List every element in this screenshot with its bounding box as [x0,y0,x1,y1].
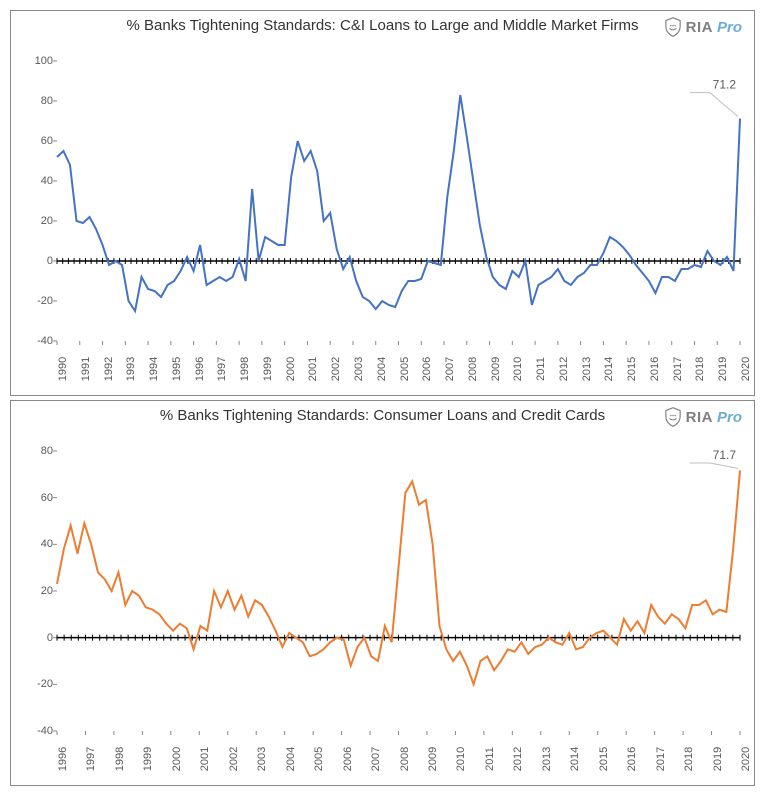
x-tick-label: 2008 [467,357,479,381]
logo-pro-text: Pro [717,409,742,426]
x-tick-label: 2004 [285,747,297,771]
x-tick-label: 2010 [455,747,467,771]
x-tick-label: 2008 [399,747,411,771]
y-tick-label: 60 [41,492,53,504]
logo-ria-text: RIA [686,409,713,426]
logo-ria-text: RIA [686,19,713,36]
x-tick-label: 2012 [512,747,524,771]
x-tick-label: 2002 [228,747,240,771]
x-tick-label: 2018 [683,747,695,771]
y-tick-label: 80 [41,95,53,107]
x-tick-label: 2017 [655,747,667,771]
shield-icon [664,407,682,427]
x-tick-label: 2012 [558,357,570,381]
x-tick-label: 2001 [199,747,211,771]
data-line [57,95,740,311]
y-tick-label: 20 [41,215,53,227]
x-tick-label: 2009 [427,747,439,771]
ria-pro-logo: RIA Pro [664,17,742,37]
annotation-label: 71.7 [713,448,737,462]
x-tick-label: 2005 [313,747,325,771]
y-tick-label: -40 [37,725,53,737]
chart-svg: 71.2 [57,61,740,347]
x-tick-label: 2013 [541,747,553,771]
x-tick-label: 2016 [626,747,638,771]
x-tick-label: 2000 [285,357,297,381]
annotation-label: 71.2 [713,78,737,92]
x-tick-label: 2010 [512,357,524,381]
y-tick-label: 20 [41,585,53,597]
x-tick-label: 2000 [171,747,183,771]
x-tick-label: 2011 [535,357,547,381]
plot-area: -40-20020406080100 71.2 1990199119921993… [57,61,738,341]
y-tick-label: 40 [41,175,53,187]
y-tick-label: -20 [37,295,53,307]
x-tick-label: 2015 [626,357,638,381]
x-tick-label: 2017 [672,357,684,381]
x-tick-label: 2016 [649,357,661,381]
x-tick-label: 2011 [484,747,496,771]
y-tick-label: -40 [37,335,53,347]
chart-panel-2: % Banks Tightening Standards: Consumer L… [10,400,755,786]
x-tick-label: 2006 [342,747,354,771]
x-tick-label: 1993 [125,357,137,381]
x-tick-label: 2020 [740,747,752,771]
shield-icon [664,17,682,37]
chart-title: % Banks Tightening Standards: C&I Loans … [123,17,643,35]
x-tick-label: 1995 [171,357,183,381]
x-tick-label: 1997 [216,357,228,381]
y-tick-label: 0 [47,255,53,267]
y-tick-label: 60 [41,135,53,147]
chart-header: % Banks Tightening Standards: C&I Loans … [11,11,754,57]
data-line [57,470,740,684]
x-tick-label: 1994 [148,357,160,381]
y-axis: -40-20020406080 [21,451,53,731]
x-tick-label: 2003 [353,357,365,381]
ria-pro-logo: RIA Pro [664,407,742,427]
x-tick-label: 2007 [370,747,382,771]
chart-header: % Banks Tightening Standards: Consumer L… [11,401,754,447]
x-axis: 1996 1997 1998 1999 2000 2001 2002 2003 2004 2005… [57,731,738,771]
chart-svg: 71.7 [57,451,740,737]
x-tick-label: 1996 [194,357,206,381]
x-tick-label: 1998 [239,357,251,381]
x-tick-label: 2003 [256,747,268,771]
logo-pro-text: Pro [717,19,742,36]
y-tick-label: -20 [37,678,53,690]
x-tick-label: 2001 [307,357,319,381]
x-tick-label: 2002 [330,357,342,381]
x-tick-label: 2019 [717,357,729,381]
x-tick-label: 1997 [85,747,97,771]
x-tick-label: 2006 [421,357,433,381]
x-tick-label: 2013 [581,357,593,381]
x-tick-label: 2015 [598,747,610,771]
y-tick-label: 0 [47,632,53,644]
x-tick-label: 1998 [114,747,126,771]
chart-panel-1: % Banks Tightening Standards: C&I Loans … [10,10,755,396]
x-axis: 1990 1991 1992 1993 1994 1995 1996 1997 1998 1999… [57,341,738,381]
x-tick-label: 1996 [57,747,69,771]
x-tick-label: 1990 [57,357,69,381]
x-tick-label: 2018 [694,357,706,381]
x-tick-label: 2020 [740,357,752,381]
plot-area: -40-20020406080 71.7 1996199719981999200… [57,451,738,731]
chart-title: % Banks Tightening Standards: Consumer L… [123,407,643,425]
x-tick-label: 1992 [103,357,115,381]
x-tick-label: 2014 [569,747,581,771]
y-tick-label: 40 [41,538,53,550]
x-tick-label: 2007 [444,357,456,381]
y-tick-label: 100 [35,55,53,67]
x-tick-label: 2004 [376,357,388,381]
x-tick-label: 2009 [490,357,502,381]
x-tick-label: 2019 [712,747,724,771]
x-tick-label: 2005 [399,357,411,381]
x-tick-label: 2014 [603,357,615,381]
y-axis: -40-20020406080100 [21,61,53,341]
y-tick-label: 80 [41,445,53,457]
x-tick-label: 1999 [142,747,154,771]
x-tick-label: 1999 [262,357,274,381]
x-tick-label: 1991 [80,357,92,381]
